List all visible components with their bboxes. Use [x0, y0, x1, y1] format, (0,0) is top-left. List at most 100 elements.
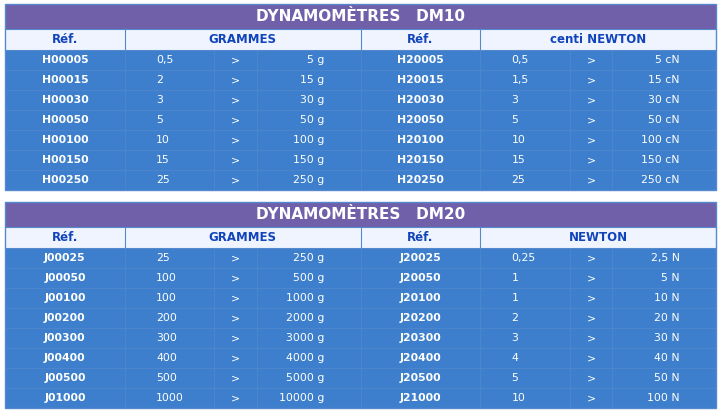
Text: H20250: H20250	[397, 175, 444, 185]
Text: J20200: J20200	[399, 313, 441, 323]
Text: >: >	[586, 273, 596, 283]
Text: Réf.: Réf.	[52, 33, 78, 46]
Text: 15 g: 15 g	[300, 75, 324, 85]
Text: >: >	[586, 95, 596, 105]
Bar	[5, 202, 716, 227]
Text: >: >	[586, 373, 596, 383]
Text: 500: 500	[156, 373, 177, 383]
Bar	[5, 248, 716, 268]
Text: 15: 15	[512, 155, 526, 165]
Text: >: >	[231, 333, 240, 343]
Text: J00400: J00400	[44, 353, 86, 363]
Bar	[5, 202, 716, 408]
Text: 150 g: 150 g	[293, 155, 324, 165]
Text: 1: 1	[512, 273, 518, 283]
Bar	[5, 70, 716, 90]
Text: 250 g: 250 g	[293, 253, 324, 263]
Bar	[5, 50, 716, 70]
Text: GRAMMES: GRAMMES	[208, 33, 277, 46]
Text: >: >	[231, 175, 240, 185]
Text: H00030: H00030	[42, 95, 88, 105]
Text: DYNAMOMÈTRES   DM10: DYNAMOMÈTRES DM10	[256, 9, 465, 24]
Text: 250 cN: 250 cN	[641, 175, 680, 185]
Bar	[5, 170, 716, 190]
Text: centi NEWTON: centi NEWTON	[550, 33, 646, 46]
Text: 100: 100	[156, 273, 177, 283]
Bar	[5, 110, 716, 130]
Text: 50 g: 50 g	[300, 115, 324, 125]
Text: H00150: H00150	[42, 155, 88, 165]
Text: J20300: J20300	[399, 333, 441, 343]
Bar	[5, 328, 716, 348]
Text: 5 cN: 5 cN	[655, 55, 680, 65]
Text: H20015: H20015	[397, 75, 444, 85]
Text: J21000: J21000	[399, 393, 441, 403]
Bar	[5, 227, 716, 248]
Text: 25: 25	[156, 175, 170, 185]
Bar	[5, 4, 716, 190]
Bar	[5, 29, 716, 50]
Text: >: >	[586, 55, 596, 65]
Text: 3: 3	[156, 95, 163, 105]
Text: H20100: H20100	[397, 135, 444, 145]
Text: 15 cN: 15 cN	[648, 75, 680, 85]
Text: 500 g: 500 g	[293, 273, 324, 283]
Text: 50 N: 50 N	[654, 373, 680, 383]
Text: 5: 5	[156, 115, 163, 125]
Text: >: >	[586, 115, 596, 125]
Text: 50 cN: 50 cN	[648, 115, 680, 125]
Text: 400: 400	[156, 353, 177, 363]
Text: 100 g: 100 g	[293, 135, 324, 145]
Text: H00250: H00250	[42, 175, 88, 185]
Text: NEWTON: NEWTON	[569, 231, 628, 244]
Text: 100: 100	[156, 293, 177, 303]
Text: 100 cN: 100 cN	[641, 135, 680, 145]
Text: J20400: J20400	[399, 353, 441, 363]
Text: 250 g: 250 g	[293, 175, 324, 185]
Text: >: >	[231, 373, 240, 383]
Text: >: >	[231, 95, 240, 105]
Text: 25: 25	[156, 253, 170, 263]
Text: 30 N: 30 N	[654, 333, 680, 343]
Text: J00300: J00300	[44, 333, 86, 343]
Text: H20050: H20050	[397, 115, 444, 125]
Text: 5000 g: 5000 g	[286, 373, 324, 383]
Text: 300: 300	[156, 333, 177, 343]
Text: 40 N: 40 N	[654, 353, 680, 363]
Text: >: >	[231, 253, 240, 263]
Text: >: >	[586, 353, 596, 363]
Text: >: >	[586, 333, 596, 343]
Bar	[5, 308, 716, 328]
Text: 2,5 N: 2,5 N	[651, 253, 680, 263]
Text: J20025: J20025	[399, 253, 441, 263]
Bar	[5, 368, 716, 388]
Text: 0,5: 0,5	[156, 55, 174, 65]
Text: >: >	[231, 155, 240, 165]
Text: J00100: J00100	[44, 293, 86, 303]
Text: 1: 1	[512, 293, 518, 303]
Text: H20150: H20150	[397, 155, 444, 165]
Text: J20050: J20050	[399, 273, 441, 283]
Bar	[5, 130, 716, 150]
Text: J00050: J00050	[44, 273, 86, 283]
Text: H00100: H00100	[42, 135, 88, 145]
Text: 25: 25	[512, 175, 526, 185]
Text: 3000 g: 3000 g	[286, 333, 324, 343]
Text: 10: 10	[512, 135, 526, 145]
Text: 10000 g: 10000 g	[279, 393, 324, 403]
Text: J00200: J00200	[44, 313, 86, 323]
Text: 0,25: 0,25	[512, 253, 536, 263]
Text: 15: 15	[156, 155, 170, 165]
Text: >: >	[231, 293, 240, 303]
Text: 10: 10	[512, 393, 526, 403]
Text: 2000 g: 2000 g	[286, 313, 324, 323]
Text: >: >	[231, 115, 240, 125]
Bar	[5, 150, 716, 170]
Text: 3: 3	[512, 95, 518, 105]
Text: J01000: J01000	[44, 393, 86, 403]
Text: >: >	[586, 175, 596, 185]
Text: H00050: H00050	[42, 115, 88, 125]
Text: 10 N: 10 N	[654, 293, 680, 303]
Text: >: >	[231, 55, 240, 65]
Text: GRAMMES: GRAMMES	[208, 231, 277, 244]
